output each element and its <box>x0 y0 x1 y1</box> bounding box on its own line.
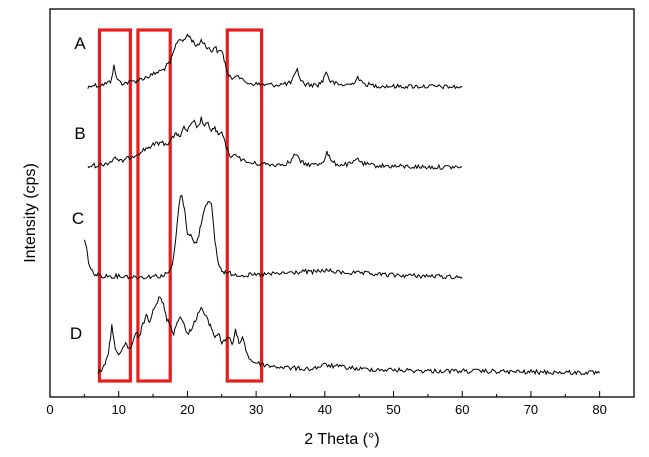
x-tick-label: 0 <box>46 402 53 417</box>
x-tick-label: 70 <box>524 402 538 417</box>
series-line-a <box>87 33 463 90</box>
x-tick-label: 30 <box>249 402 263 417</box>
series-traces <box>83 33 600 376</box>
series-line-d <box>97 296 600 376</box>
series-labels: A B C D <box>70 34 86 343</box>
x-tick-label: 20 <box>180 402 194 417</box>
series-label-d: D <box>70 324 82 343</box>
series-label-b: B <box>74 124 85 143</box>
series-label-c: C <box>72 209 84 228</box>
x-tick-label: 10 <box>111 402 125 417</box>
series-label-a: A <box>74 34 86 53</box>
highlight-box-1 <box>97 28 132 383</box>
x-tick-label: 60 <box>455 402 469 417</box>
series-line-c <box>83 194 463 280</box>
plot-frame <box>49 8 635 398</box>
y-axis-title: Intensity (cps) <box>22 163 39 263</box>
highlight-box-3 <box>225 28 264 383</box>
x-tick-label: 40 <box>318 402 332 417</box>
x-axis-ticks: 0 10 20 30 40 50 60 70 80 <box>46 391 607 417</box>
x-tick-label: 80 <box>592 402 606 417</box>
series-line-b <box>87 116 463 170</box>
axes: 0 10 20 30 40 50 60 70 80 <box>46 8 635 417</box>
x-tick-label: 50 <box>386 402 400 417</box>
highlight-box-2 <box>136 28 172 383</box>
highlight-boxes <box>97 28 264 383</box>
x-axis-title: 2 Theta (°) <box>304 431 379 448</box>
